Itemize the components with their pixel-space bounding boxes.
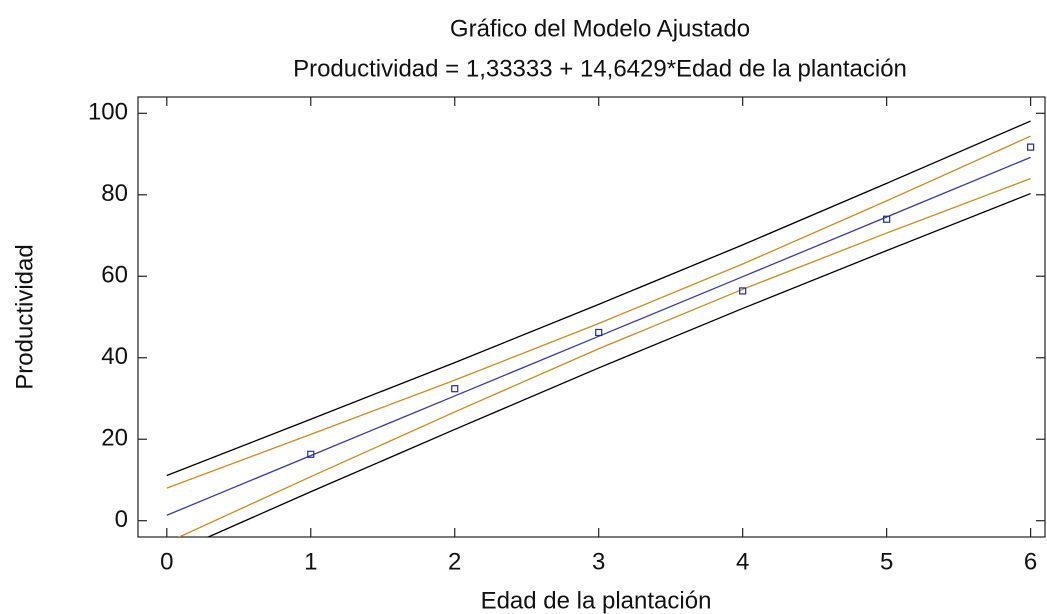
x-tick-label: 1 xyxy=(304,548,317,575)
chart-subtitle: Productividad = 1,33333 + 14,6429*Edad d… xyxy=(293,55,907,82)
data-point xyxy=(595,328,603,337)
line xyxy=(177,177,1031,537)
chart-title: Gráfico del Modelo Ajustado xyxy=(450,15,750,42)
y-tick-label: 100 xyxy=(88,99,128,126)
y-tick-label: 0 xyxy=(115,506,128,533)
x-tick-label: 3 xyxy=(592,548,605,575)
plot-frame xyxy=(137,96,1046,538)
x-tick-label: 0 xyxy=(160,548,173,575)
line xyxy=(206,192,1031,537)
y-tick-label: 60 xyxy=(101,262,128,289)
x-tick-label: 2 xyxy=(448,548,461,575)
x-tick-label: 4 xyxy=(736,548,749,575)
line xyxy=(166,135,1031,489)
data-point xyxy=(451,385,459,393)
data-point xyxy=(739,287,747,295)
y-tick-label: 80 xyxy=(101,180,128,207)
line xyxy=(166,156,1031,516)
data-point xyxy=(307,450,315,458)
plot-area xyxy=(166,120,1035,537)
x-tick-label: 5 xyxy=(880,548,893,575)
data-point xyxy=(883,215,891,223)
x-axis-label: Edad de la plantación xyxy=(481,587,712,614)
line xyxy=(166,120,1031,477)
y-axis-label: Productividad xyxy=(11,244,38,389)
y-tick-label: 20 xyxy=(101,425,128,452)
y-tick-label: 40 xyxy=(101,343,128,370)
data-point xyxy=(1027,143,1035,151)
x-tick-label: 6 xyxy=(1024,548,1037,575)
